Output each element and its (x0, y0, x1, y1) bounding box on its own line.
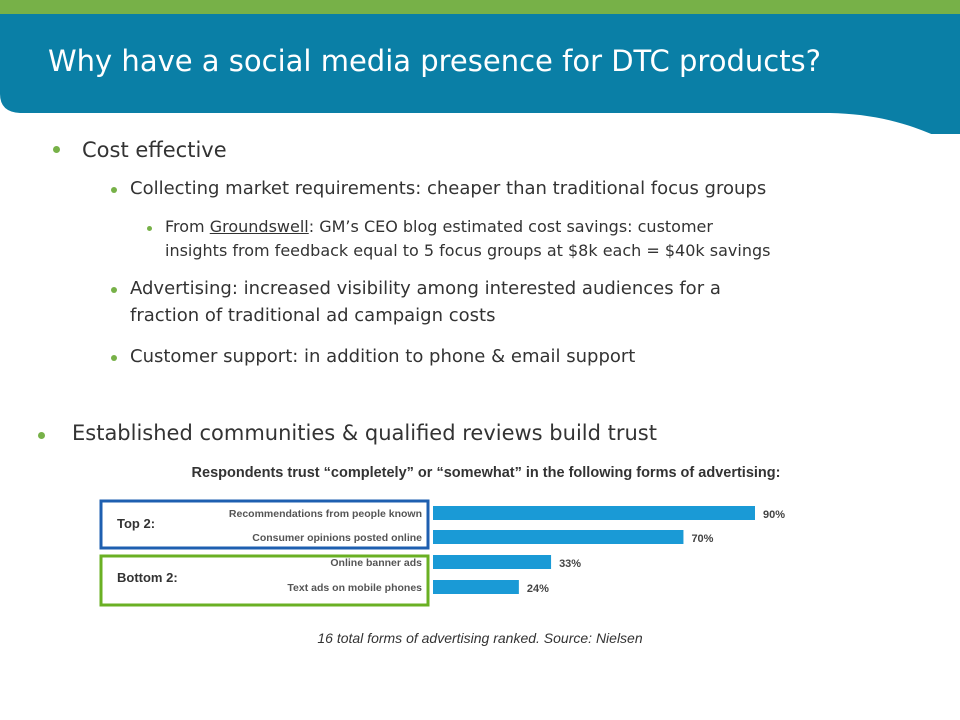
bar-value-label: 70% (691, 533, 713, 545)
bar (433, 530, 684, 544)
bullet-dot (147, 226, 152, 231)
groundswell-text: : GM’s CEO blog estimated cost savings: … (308, 217, 713, 236)
bottom-group-label: Bottom 2: (117, 570, 178, 585)
bar-value-label: 33% (559, 558, 581, 570)
bar (433, 580, 519, 594)
bullet-dot (111, 287, 117, 293)
category-label: Text ads on mobile phones (287, 582, 422, 594)
bullet-dot (38, 432, 45, 439)
groundswell-link[interactable]: Groundswell (209, 217, 309, 236)
category-label: Recommendations from people known (229, 508, 422, 520)
bullet-dot (111, 187, 117, 193)
top-group-box (99, 499, 430, 550)
bullet-customer-support: Customer support: in addition to phone &… (130, 346, 636, 367)
bar (433, 506, 755, 520)
bar-value-label: 24% (527, 583, 549, 595)
bullet-dot (111, 355, 117, 361)
bullet-groundswell-line2: insights from feedback equal to 5 focus … (165, 241, 771, 260)
bullet-groundswell-line1: From Groundswell: GM’s CEO blog estimate… (165, 217, 713, 236)
category-label: Online banner ads (330, 557, 422, 569)
bar (433, 555, 552, 569)
bar-value-label: 90% (763, 509, 785, 521)
bullet-established-communities: Established communities & qualified revi… (72, 421, 657, 445)
header-banner (0, 14, 960, 134)
top-group-label: Top 2: (117, 516, 156, 531)
bullet-dot (53, 146, 60, 153)
groundswell-prefix: From (165, 217, 210, 236)
header-accent-bar (0, 0, 960, 14)
bottom-group-box (99, 554, 430, 607)
bullet-market-requirements: Collecting market requirements: cheaper … (130, 178, 767, 199)
source-note: 16 total forms of advertising ranked. So… (317, 630, 643, 646)
bullet-advertising-line1: Advertising: increased visibility among … (130, 278, 721, 299)
bullet-cost-effective: Cost effective (82, 138, 227, 162)
slide-title: Why have a social media presence for DTC… (48, 44, 822, 78)
bullet-advertising-line2: fraction of traditional ad campaign cost… (130, 305, 496, 326)
chart-caption: Respondents trust “completely” or “somew… (191, 465, 781, 481)
category-label: Consumer opinions posted online (252, 532, 422, 544)
